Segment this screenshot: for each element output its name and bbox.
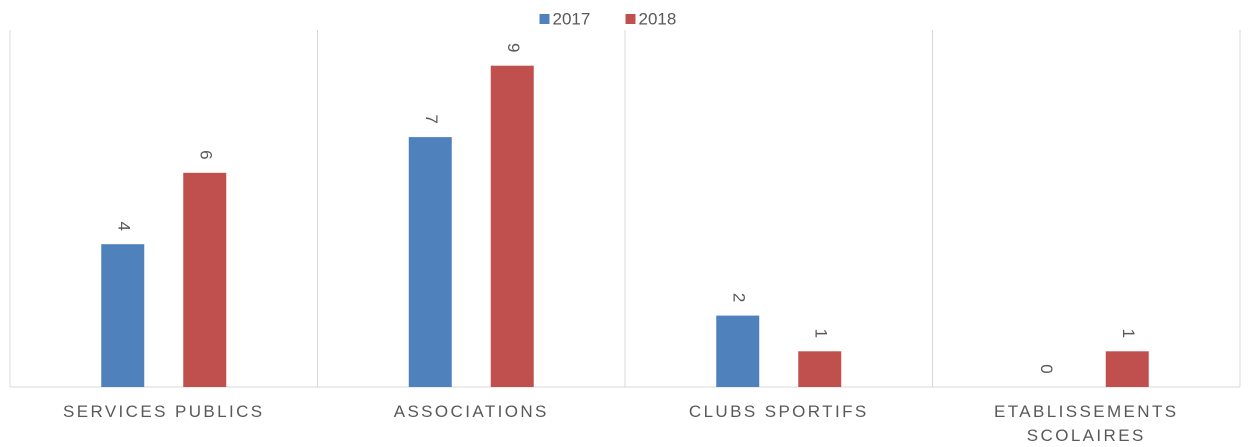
data-label: 9 (504, 43, 523, 52)
x-tick-label: CLUBS SPORTIFS (688, 402, 869, 421)
bar (1105, 351, 1149, 387)
data-label: 0 (1037, 364, 1056, 373)
data-label: 2 (729, 293, 748, 302)
x-tick-label: SERVICES PUBLICS (62, 402, 265, 421)
data-label: 4 (114, 221, 133, 230)
x-tick-label: ETABLISSEMENTS SCOLAIRES (994, 402, 1179, 445)
bar (183, 172, 227, 387)
data-label: 1 (811, 329, 830, 338)
data-label: 7 (422, 114, 441, 123)
bar (101, 244, 145, 387)
data-label: 6 (196, 150, 215, 159)
legend-label: 2018 (639, 9, 677, 28)
legend-swatch (625, 14, 636, 24)
x-tick-label: ASSOCIATIONS (393, 402, 549, 421)
bar (716, 315, 760, 387)
bar (408, 137, 452, 387)
bar (798, 351, 842, 387)
bar (490, 65, 534, 387)
legend-label: 2017 (553, 9, 591, 28)
legend-swatch (539, 14, 550, 24)
data-label: 1 (1119, 329, 1138, 338)
